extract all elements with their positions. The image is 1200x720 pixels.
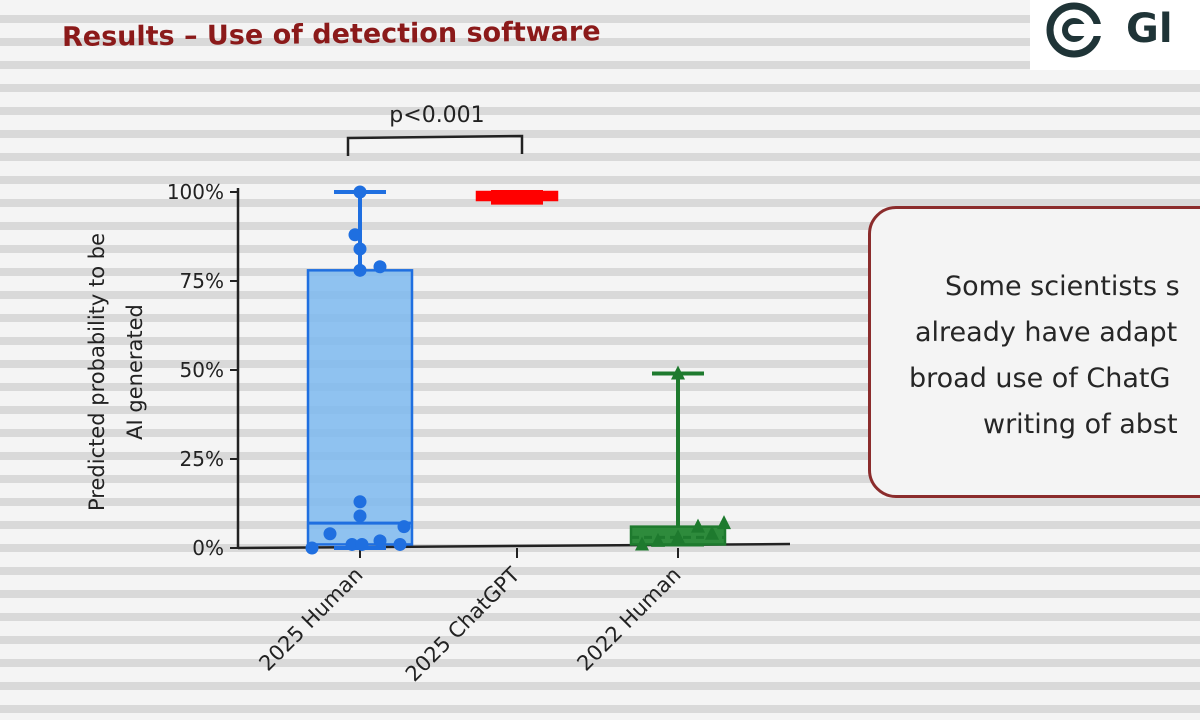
logo-mark-icon: [1046, 2, 1104, 58]
box-plot-chart: Predicted probability to be AI generated…: [85, 103, 791, 686]
y-tick-label: 75%: [180, 269, 224, 293]
data-point: [305, 541, 319, 555]
box-2025-chatgpt: [475, 190, 559, 205]
data-point: [355, 537, 369, 551]
data-point: [705, 525, 719, 540]
data-point: [373, 260, 387, 274]
data-point: [651, 532, 665, 547]
data-point: [353, 185, 367, 199]
box-2022-human: [629, 371, 727, 547]
y-tick-label: 50%: [180, 358, 224, 382]
callout-line-3: broad use of ChatG: [909, 363, 1171, 394]
y-axis-label-line1: Predicted probability to be: [85, 233, 109, 511]
data-point: [345, 537, 359, 551]
data-point: [373, 534, 387, 548]
data-point: [671, 365, 685, 380]
logo: Gl: [1030, 0, 1200, 70]
callout-box: Some scientists s already have adapt bro…: [868, 206, 1200, 498]
callout-line-2: already have adapt: [915, 317, 1178, 348]
data-point: [393, 537, 407, 551]
data-point: [353, 263, 367, 277]
y-tick-label: 25%: [180, 447, 224, 471]
data-point: [397, 520, 411, 534]
y-tick-label: 100%: [167, 180, 224, 204]
data-point: [671, 529, 685, 544]
y-tick-label: 0%: [192, 536, 224, 560]
data-point: [691, 518, 705, 533]
x-tick-label: 2022 Human: [572, 563, 685, 676]
data-point: [353, 495, 367, 509]
callout-line-1: Some scientists s: [945, 271, 1180, 302]
significance-label: p<0.001: [389, 103, 484, 128]
y-axis-label-line2: AI generated: [123, 304, 147, 440]
box-2025-human: [306, 190, 414, 550]
data-point: [635, 536, 649, 551]
x-tick-label: 2025 Human: [254, 563, 367, 676]
x-tick-label: 2025 ChatGPT: [401, 562, 525, 686]
data-point: [717, 515, 731, 530]
callout-line-4: writing of abst: [983, 409, 1178, 440]
significance-bracket: [346, 134, 524, 156]
logo-text: Gl: [1126, 6, 1173, 52]
data-point: [323, 527, 337, 541]
data-point: [353, 509, 367, 523]
data-point: [353, 242, 367, 256]
y-axis-label: Predicted probability to be AI generated: [85, 233, 147, 511]
data-point: [348, 228, 362, 242]
